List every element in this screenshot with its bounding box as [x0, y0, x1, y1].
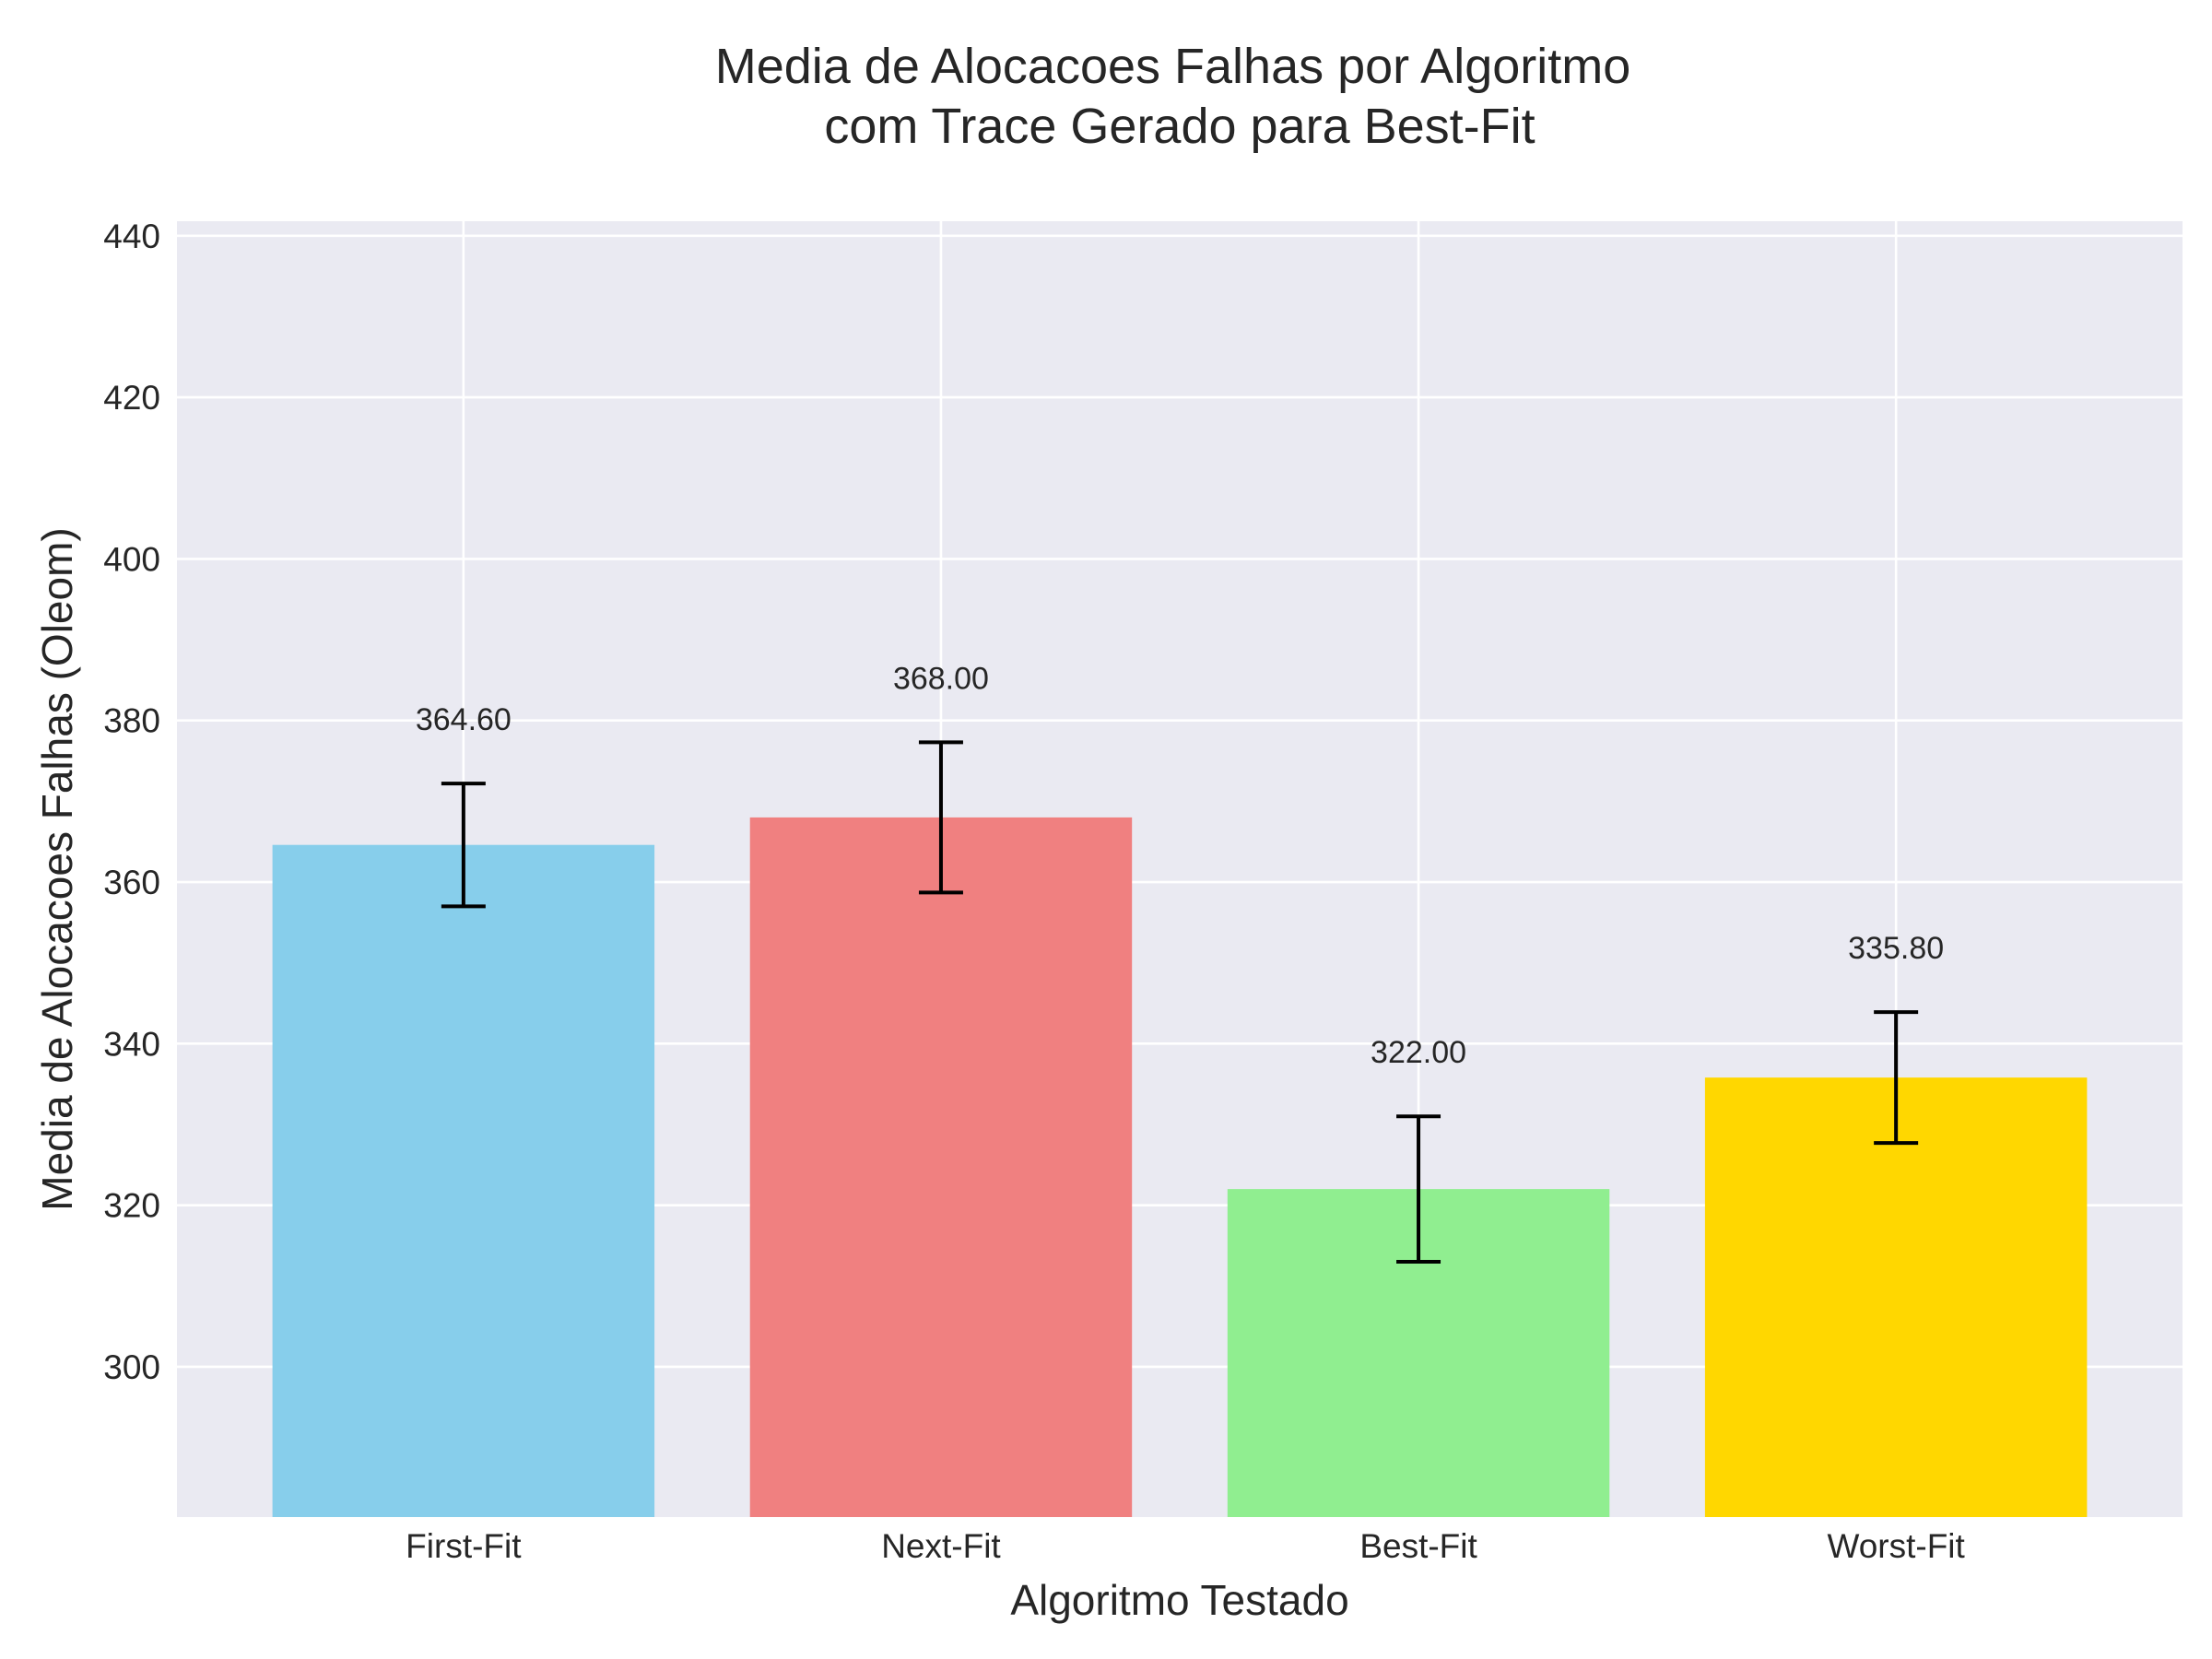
- y-tick-label: 320: [103, 1187, 160, 1225]
- x-tick-labels: First-Fit Next-Fit Best-Fit Worst-Fit: [406, 1527, 1965, 1565]
- data-labels: 364.60 368.00 322.00 335.80: [416, 661, 1944, 1070]
- y-tick-label: 340: [103, 1025, 160, 1063]
- x-axis-label: Algoritmo Testado: [1010, 1576, 1348, 1624]
- x-tick-label: First-Fit: [406, 1527, 522, 1565]
- chart-title-line-2: com Trace Gerado para Best-Fit: [824, 99, 1535, 154]
- data-label-worst-fit: 335.80: [1848, 931, 1944, 966]
- data-label-next-fit: 368.00: [893, 661, 989, 696]
- y-tick-labels: 300 320 340 360 380 400 420 440: [103, 218, 160, 1386]
- bar-worst-fit: [1704, 1077, 2088, 1517]
- y-axis-label: Media de Alocacoes Falhas (Oleom): [33, 527, 81, 1210]
- x-tick-label: Best-Fit: [1359, 1527, 1477, 1565]
- x-tick-label: Worst-Fit: [1827, 1527, 1965, 1565]
- bar-next-fit: [749, 817, 1133, 1517]
- error-bar-first-fit: [441, 782, 486, 909]
- y-tick-label: 380: [103, 702, 160, 740]
- error-bar-worst-fit: [1874, 1010, 1919, 1146]
- chart-title: Media de Alocacoes Falhas por Algoritmo …: [715, 39, 1645, 154]
- chart-title-line-1: Media de Alocacoes Falhas por Algoritmo: [715, 39, 1631, 94]
- bars: [272, 817, 2088, 1517]
- x-tick-label: Next-Fit: [881, 1527, 1001, 1565]
- error-bars: [441, 740, 1919, 1265]
- error-bar-next-fit: [918, 740, 963, 895]
- y-tick-label: 300: [103, 1348, 160, 1386]
- y-tick-label: 400: [103, 540, 160, 578]
- data-label-first-fit: 364.60: [416, 702, 512, 737]
- data-label-best-fit: 322.00: [1371, 1035, 1466, 1070]
- y-tick-label: 420: [103, 379, 160, 417]
- bar-first-fit: [272, 844, 655, 1517]
- error-bar-best-fit: [1396, 1114, 1441, 1265]
- y-tick-label: 360: [103, 864, 160, 901]
- y-tick-label: 440: [103, 218, 160, 255]
